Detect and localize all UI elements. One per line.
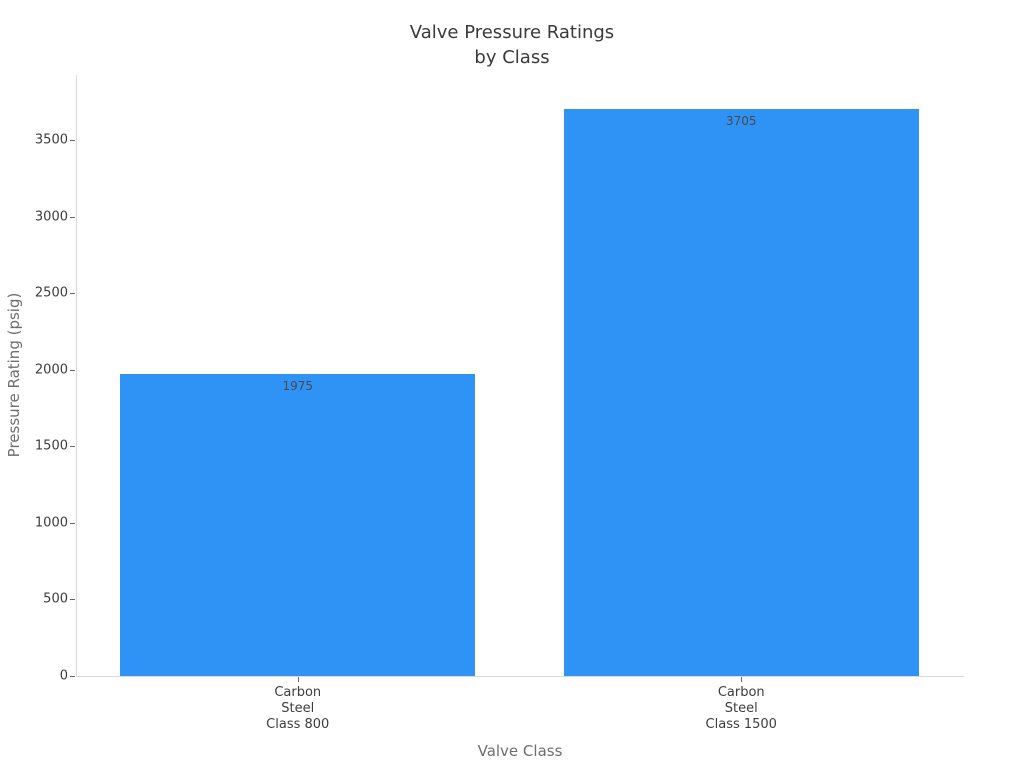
x-axis-label: Valve Class [477, 742, 563, 760]
bar-value-label: 1975 [282, 378, 314, 393]
y-tick-mark [70, 446, 75, 448]
y-tick-label: 1500 [34, 438, 68, 454]
y-axis-label: Pressure Rating (psig) [5, 292, 23, 458]
x-tick-label: Carbon Steel Class 1500 [705, 685, 777, 732]
bar-value-label: 3705 [725, 113, 757, 128]
x-axis-spine [76, 676, 964, 677]
x-tick-label: Carbon Steel Class 800 [266, 685, 330, 732]
x-tick-mark [297, 677, 299, 682]
y-tick-label: 3000 [34, 209, 68, 225]
y-tick-label: 0 [59, 668, 68, 684]
y-tick-mark [70, 676, 75, 677]
y-axis-spine [76, 75, 77, 676]
chart-title: Valve Pressure Ratings by Class [409, 22, 615, 68]
y-tick-label: 1000 [34, 515, 68, 531]
y-tick-label: 500 [43, 591, 68, 607]
y-tick-mark [70, 140, 75, 142]
y-tick-label: 2000 [34, 362, 68, 378]
bar [120, 373, 476, 676]
y-tick-mark [70, 599, 75, 601]
y-tick-mark [70, 522, 75, 524]
y-tick-label: 2500 [34, 285, 68, 301]
x-tick-mark [741, 677, 743, 682]
y-tick-mark [70, 293, 75, 295]
y-tick-mark [70, 369, 75, 371]
y-tick-mark [70, 216, 75, 218]
y-tick-label: 3500 [34, 132, 68, 148]
bar [563, 108, 919, 676]
